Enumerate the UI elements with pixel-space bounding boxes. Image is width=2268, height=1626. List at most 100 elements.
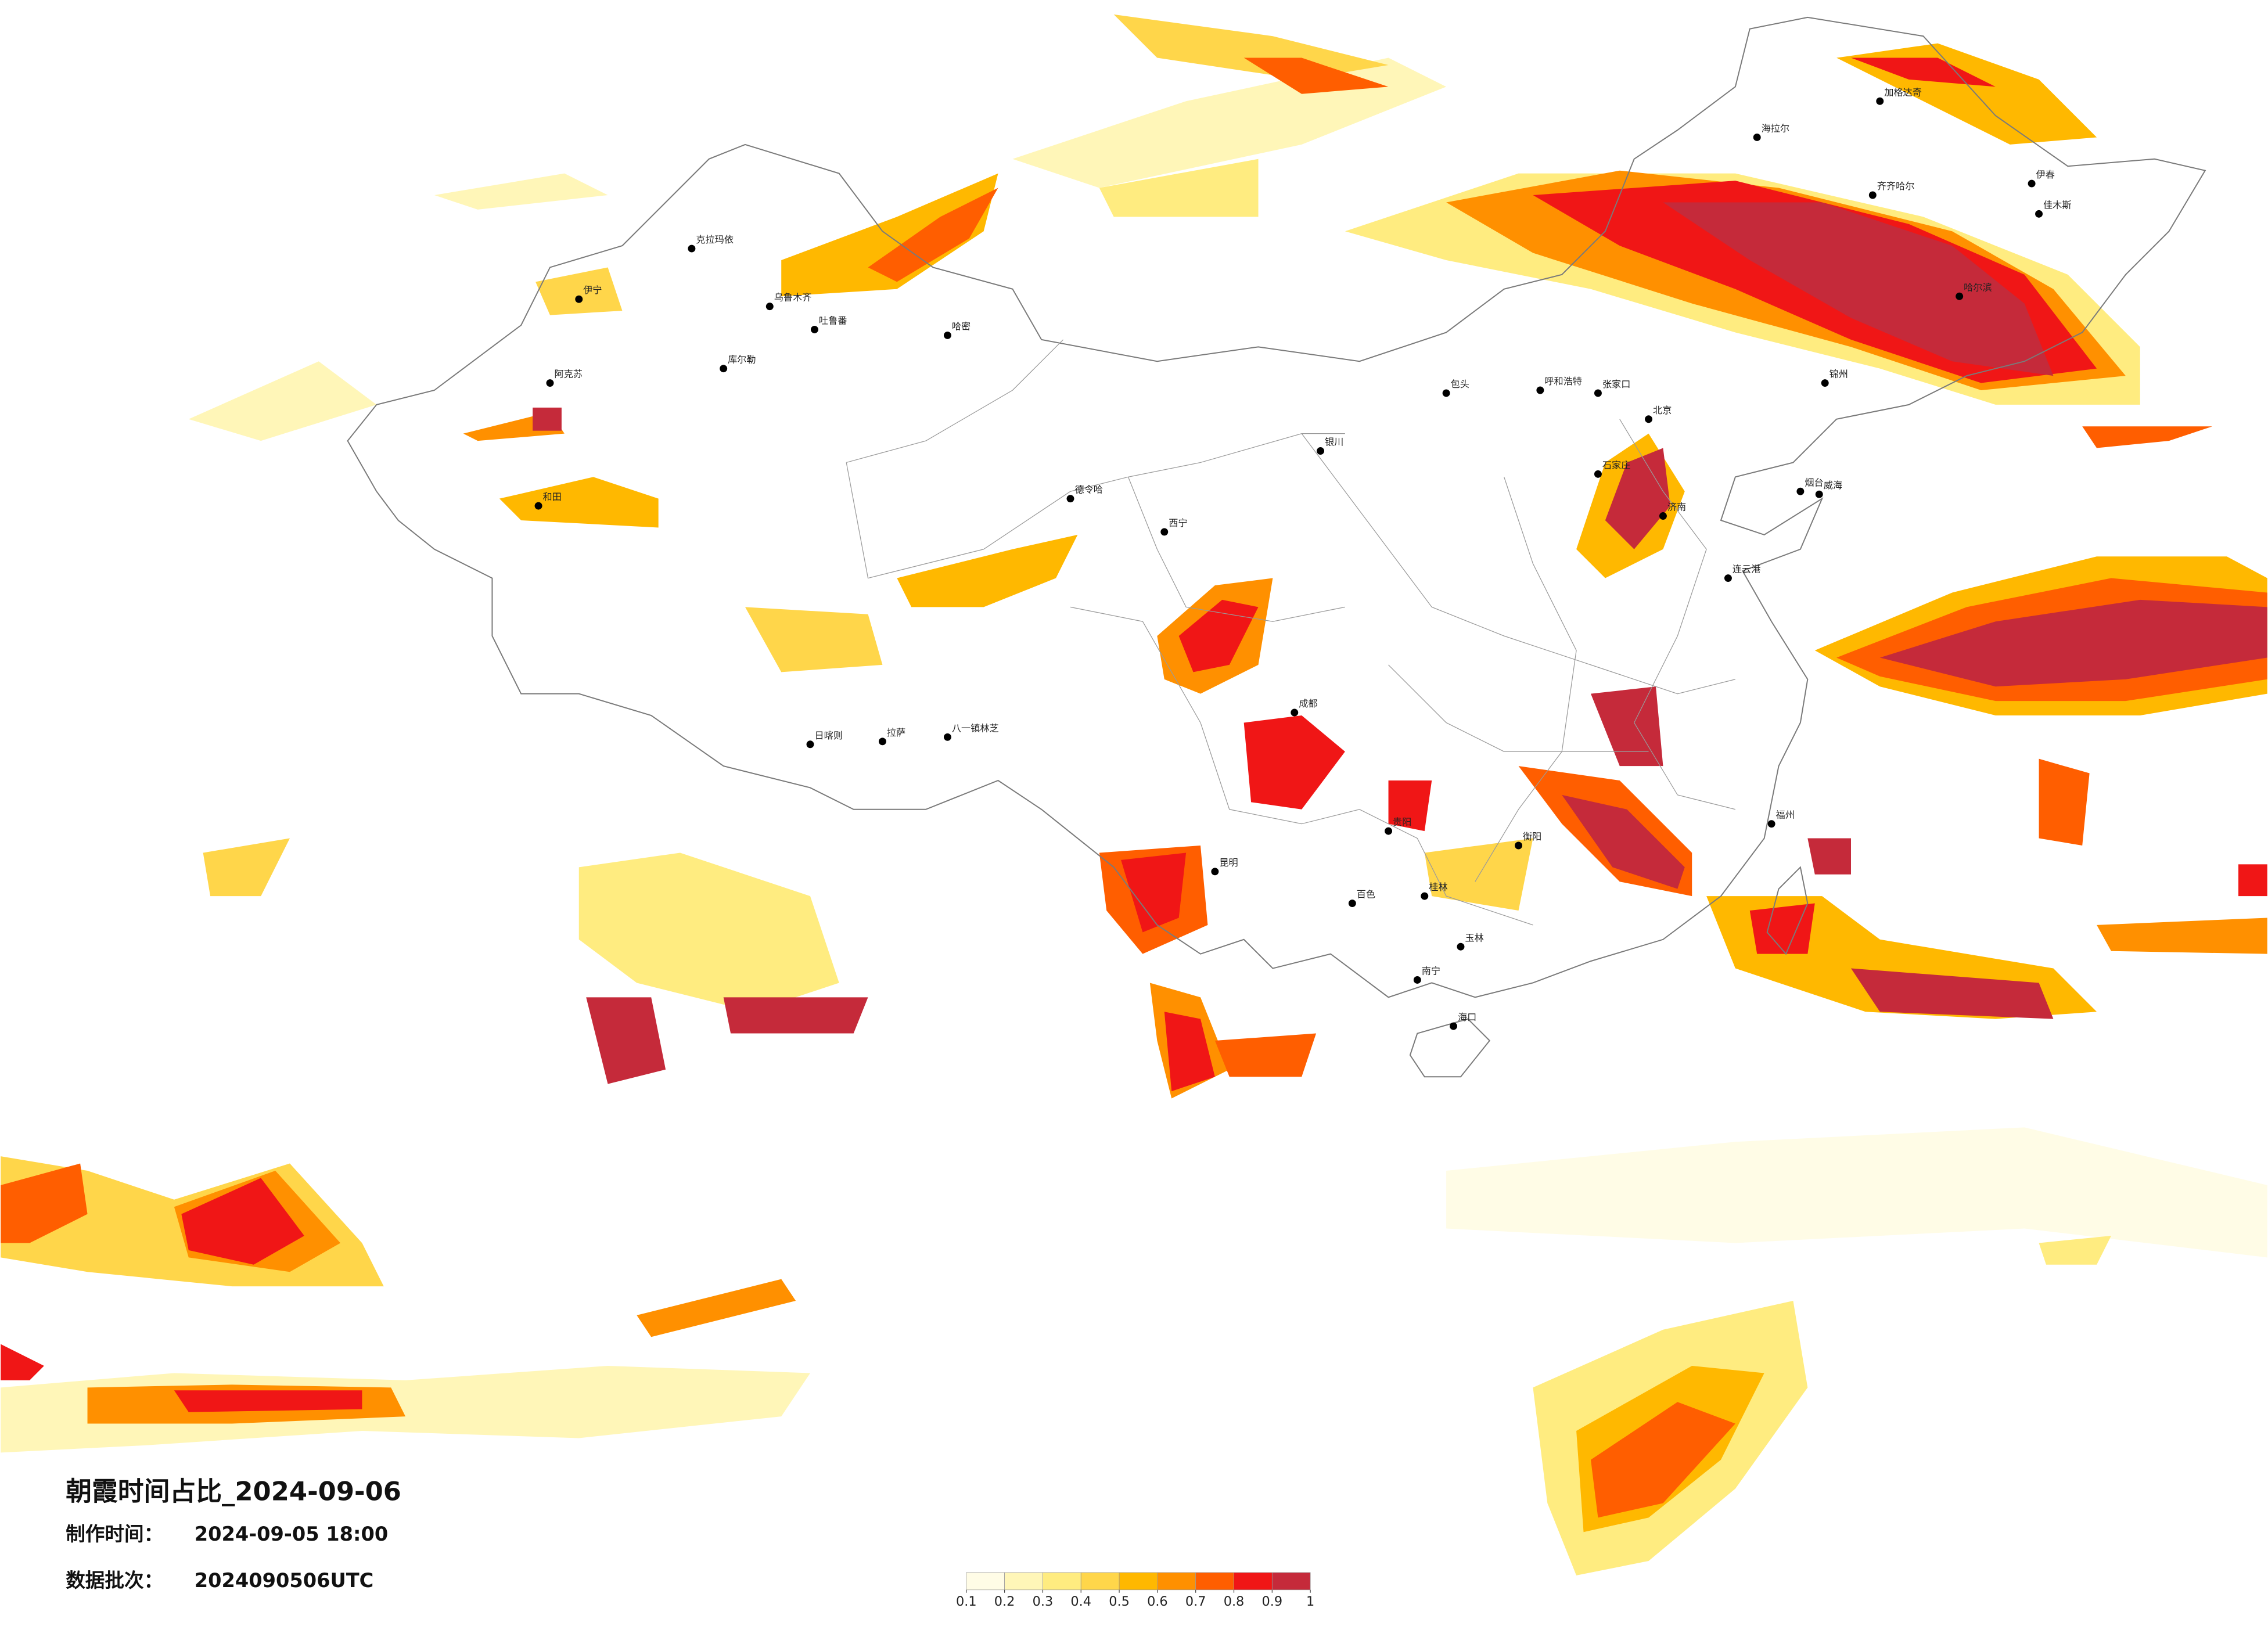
city-label: 衡阳 xyxy=(1523,831,1541,842)
city-label: 伊春 xyxy=(2036,169,2055,180)
city-dot xyxy=(1450,1022,1458,1030)
city-dot xyxy=(943,331,951,339)
city-label: 桂林 xyxy=(1429,882,1447,893)
city-dot xyxy=(1421,892,1429,900)
city-dot xyxy=(1796,487,1805,495)
city-dot xyxy=(1317,447,1325,455)
city-dot xyxy=(765,303,774,311)
legend-swatch xyxy=(1004,1572,1043,1591)
city-dot xyxy=(1385,827,1393,835)
legend-tick-label: 0.9 xyxy=(1262,1594,1283,1609)
city-dot xyxy=(943,733,951,741)
city-label: 烟台 xyxy=(1805,477,1823,488)
city-dot xyxy=(1442,389,1450,397)
legend-swatch xyxy=(1271,1572,1311,1591)
city-label: 库尔勒 xyxy=(728,354,756,365)
city-label: 石家庄 xyxy=(1602,459,1630,470)
city-label: 海拉尔 xyxy=(1762,123,1789,134)
city-label: 玉林 xyxy=(1465,932,1483,943)
legend-tick-label: 0.2 xyxy=(994,1594,1015,1609)
legend-swatch xyxy=(1080,1572,1120,1591)
legend-tick-label: 0.5 xyxy=(1109,1594,1130,1609)
city-dot xyxy=(806,740,814,749)
city-dot xyxy=(688,244,696,253)
city-dot xyxy=(1767,820,1775,828)
city-dot xyxy=(1291,708,1299,717)
city-label: 成都 xyxy=(1299,698,1317,709)
city-dot xyxy=(1594,470,1602,478)
city-dot xyxy=(2035,210,2043,218)
city-label: 连云港 xyxy=(1733,564,1760,575)
city-label: 海口 xyxy=(1458,1012,1476,1023)
legend-swatch xyxy=(1043,1572,1081,1591)
info-label: 制作时间： xyxy=(66,1523,163,1545)
city-label: 银川 xyxy=(1325,437,1343,448)
probability-field xyxy=(1,14,2267,1575)
city-label: 佳木斯 xyxy=(2043,199,2071,210)
country-border xyxy=(347,16,2206,998)
city-label: 锦州 xyxy=(1830,369,1848,380)
province-border xyxy=(846,339,1736,926)
borders xyxy=(347,16,2206,1078)
city-dot xyxy=(1211,868,1219,876)
city-dot xyxy=(1413,976,1421,984)
city-label: 贵阳 xyxy=(1393,816,1411,828)
city-label: 哈密 xyxy=(952,321,971,332)
info-value: 2024090506UTC xyxy=(195,1569,374,1592)
city-label: 德令哈 xyxy=(1074,484,1102,495)
legend-swatch xyxy=(966,1572,1005,1591)
city-dot xyxy=(810,325,818,333)
city-dot xyxy=(1815,490,1823,498)
legend-tick-label: 0.3 xyxy=(1033,1594,1054,1609)
city-dot xyxy=(1659,512,1667,520)
city-label: 南宁 xyxy=(1422,966,1440,977)
legend-swatch xyxy=(1119,1572,1158,1591)
city-label: 西宁 xyxy=(1169,517,1187,528)
taiwan-border xyxy=(1766,866,1809,955)
city-label: 加格达奇 xyxy=(1884,87,1922,98)
info-label: 数据批次： xyxy=(66,1569,163,1592)
city-dot xyxy=(878,738,886,746)
city-label: 哈尔滨 xyxy=(1964,282,1992,293)
city-label: 齐齐哈尔 xyxy=(1877,181,1915,192)
city-label: 济南 xyxy=(1667,502,1686,513)
city-dot xyxy=(2028,179,2036,188)
city-label: 和田 xyxy=(543,491,562,502)
city-dot xyxy=(534,502,542,510)
city-dot xyxy=(1348,900,1356,908)
city-label: 乌鲁木齐 xyxy=(774,292,812,303)
city-dot xyxy=(1868,191,1877,199)
info-value: 2024-09-05 18:00 xyxy=(195,1523,389,1545)
legend-tick-label: 0.8 xyxy=(1224,1594,1245,1609)
legend-tick-label: 0.4 xyxy=(1070,1594,1091,1609)
city-dot xyxy=(575,295,583,303)
city-dot xyxy=(1821,379,1829,387)
legend: 0.1 0.2 0.3 0.4 0.5 0.6 0.7 0.8 0.9 1 xyxy=(956,1572,1314,1609)
city-label: 克拉玛依 xyxy=(696,234,734,245)
legend-tick-label: 0.6 xyxy=(1147,1594,1168,1609)
city-label: 八一镇林芝 xyxy=(952,722,999,733)
city-label: 张家口 xyxy=(1602,379,1630,390)
city-dot xyxy=(1066,495,1074,503)
city-label: 呼和浩特 xyxy=(1544,376,1582,387)
city-dot xyxy=(1753,133,1761,141)
city-label: 威海 xyxy=(1824,480,1842,491)
legend-swatch xyxy=(1157,1572,1196,1591)
city-label: 阿克苏 xyxy=(554,369,582,380)
legend-tick-label: 0.7 xyxy=(1185,1594,1206,1609)
city-dot xyxy=(1160,528,1169,536)
legend-swatch xyxy=(1195,1572,1234,1591)
city-dot xyxy=(1956,292,1964,300)
city-label: 日喀则 xyxy=(814,730,842,741)
city-label: 拉萨 xyxy=(887,727,905,738)
city-label: 包头 xyxy=(1451,379,1469,390)
city-dot xyxy=(1457,942,1465,951)
city-dot xyxy=(720,365,728,373)
city-label: 昆明 xyxy=(1219,857,1238,868)
city-dot xyxy=(1876,97,1884,105)
city-dot xyxy=(1645,415,1653,423)
map-title: 朝霞时间占比_2024-09-06 xyxy=(66,1476,401,1506)
